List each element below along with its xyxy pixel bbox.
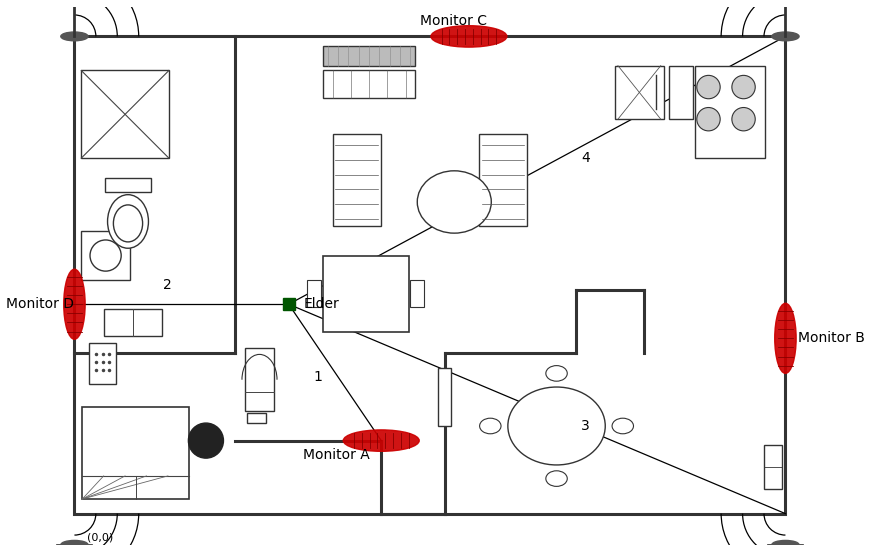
Bar: [322, 71, 415, 98]
Text: 1: 1: [314, 370, 322, 384]
Circle shape: [696, 76, 720, 99]
Ellipse shape: [64, 269, 85, 339]
Ellipse shape: [546, 471, 568, 486]
Text: Monitor B: Monitor B: [798, 331, 865, 346]
Bar: [57, 545, 92, 552]
Text: Elder: Elder: [303, 297, 339, 311]
Ellipse shape: [343, 430, 420, 452]
Bar: [333, 134, 381, 226]
Ellipse shape: [774, 303, 796, 373]
Ellipse shape: [479, 418, 501, 434]
Ellipse shape: [60, 32, 88, 41]
Ellipse shape: [431, 26, 507, 47]
Bar: [307, 280, 321, 307]
Bar: [89, 343, 117, 384]
Bar: [247, 413, 266, 423]
Text: (0,0): (0,0): [87, 533, 113, 543]
Text: Monitor C: Monitor C: [420, 14, 487, 28]
Bar: [74, 36, 786, 514]
Circle shape: [696, 108, 720, 131]
Bar: [103, 309, 162, 336]
Bar: [245, 348, 274, 411]
Bar: [82, 406, 189, 499]
Ellipse shape: [417, 171, 491, 233]
Text: 4: 4: [582, 151, 590, 165]
Circle shape: [731, 108, 755, 131]
Bar: [60, 0, 89, 2]
Circle shape: [188, 423, 223, 458]
Bar: [411, 280, 424, 307]
Bar: [768, 0, 803, 5]
Bar: [478, 134, 527, 226]
Bar: [615, 66, 664, 119]
Text: 2: 2: [163, 278, 172, 292]
Circle shape: [731, 76, 755, 99]
Bar: [322, 256, 408, 332]
Ellipse shape: [113, 205, 143, 242]
Ellipse shape: [60, 540, 88, 549]
Text: Monitor D: Monitor D: [6, 297, 74, 311]
Bar: [771, 547, 800, 552]
Text: 3: 3: [582, 419, 590, 433]
Ellipse shape: [772, 32, 799, 41]
Bar: [60, 547, 89, 552]
Ellipse shape: [546, 365, 568, 381]
Bar: [104, 178, 152, 192]
Bar: [768, 545, 803, 552]
Bar: [57, 0, 92, 5]
Bar: [771, 0, 800, 2]
Ellipse shape: [612, 418, 633, 434]
Ellipse shape: [772, 540, 799, 549]
Bar: [764, 445, 781, 489]
Bar: [695, 66, 765, 158]
Bar: [322, 46, 415, 66]
Ellipse shape: [508, 387, 605, 465]
Bar: [81, 71, 169, 158]
Text: Monitor A: Monitor A: [303, 448, 370, 462]
Bar: [438, 368, 451, 426]
Bar: [668, 66, 693, 119]
Circle shape: [90, 240, 121, 271]
Bar: [81, 231, 130, 280]
Ellipse shape: [108, 195, 148, 248]
